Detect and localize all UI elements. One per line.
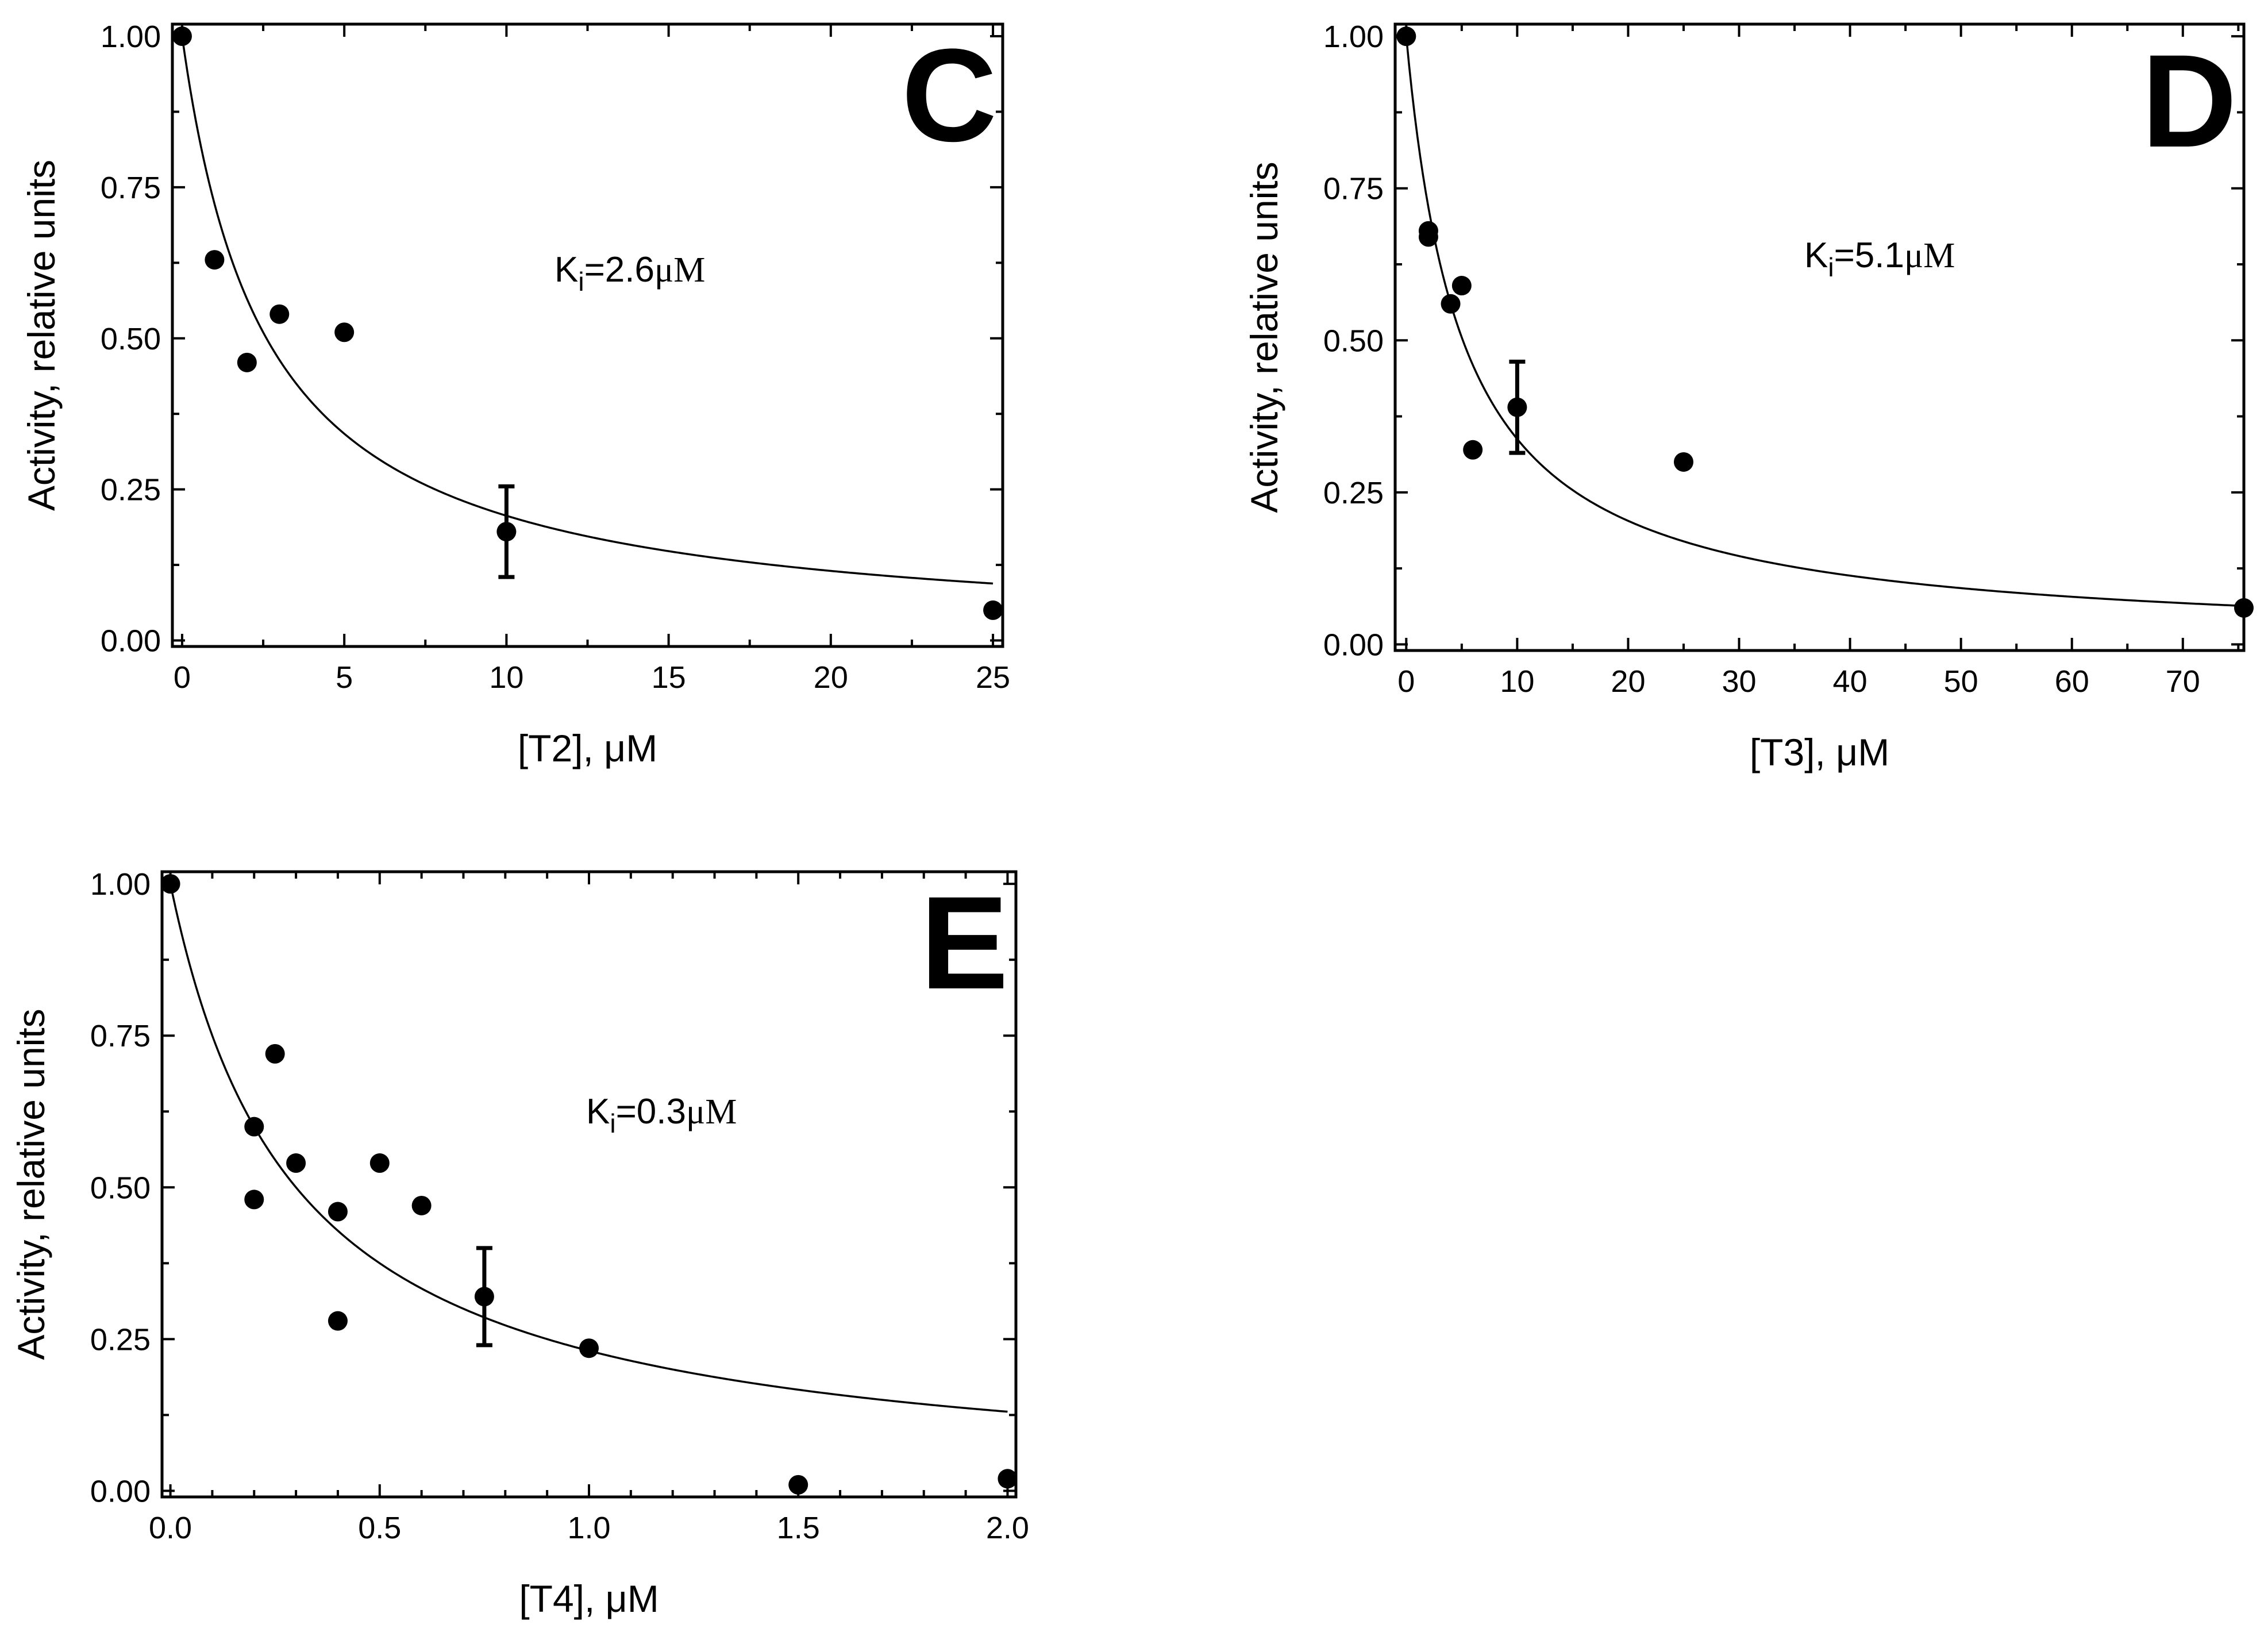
y-tick-label: 0.00 [101, 623, 161, 658]
y-tick-label: 1.00 [90, 867, 151, 902]
x-tick-label: 1.0 [567, 1511, 610, 1545]
data-point [1451, 276, 1472, 296]
y-tick-label: 0.25 [101, 473, 161, 507]
ki-annotation: Ki=5.1μM [1804, 236, 1955, 282]
data-point [369, 1153, 390, 1173]
y-axis-label: Activity, relative units [10, 1008, 52, 1360]
data-point [328, 1202, 348, 1222]
data-point [269, 304, 290, 324]
y-axis-label: Activity, relative units [1243, 161, 1285, 513]
data-point [237, 352, 257, 372]
plot-frame [171, 22, 1004, 648]
y-tick-label: 0.50 [1323, 324, 1384, 358]
x-axis-label: [T3], μM [1750, 731, 1889, 773]
ki-symbol: K [1804, 236, 1828, 275]
ki-value: =5.1 [1834, 236, 1904, 275]
data-point [1673, 452, 1693, 472]
chart-panel-d: 0 10 20 30 40 50 60 70 0.00 0.25 0.50 0.75 1.00 [T3],… [1243, 20, 2254, 773]
data-point [983, 600, 1003, 620]
x-tick-label: 10 [489, 660, 523, 695]
x-tick-label: 60 [2055, 664, 2089, 699]
chart-panel-c: 0 5 10 15 20 25 0.00 0.25 0.50 0.75 1.00 [T2], μM Ac… [20, 20, 1010, 769]
y-tick-label: 0.50 [101, 322, 161, 356]
x-tick-label: 30 [1722, 664, 1756, 699]
data-point [411, 1195, 432, 1215]
data-point [474, 1287, 494, 1307]
x-tick-label: 0 [1397, 664, 1415, 699]
x-axis-label: [T2], μM [518, 727, 657, 769]
ki-unit: μM [654, 251, 705, 290]
data-point [788, 1475, 808, 1495]
data-point [998, 1469, 1018, 1489]
data-point [1507, 397, 1527, 417]
y-axis-label: Activity, relative units [20, 160, 63, 511]
y-tick-label: 0.75 [90, 1019, 151, 1053]
y-tick-label: 0.75 [101, 171, 161, 205]
y-tick-label: 0.25 [90, 1322, 151, 1357]
ki-subscript: i [610, 1108, 615, 1138]
plot-frame [1393, 22, 2246, 652]
y-tick-label: 0.00 [1323, 628, 1384, 662]
x-tick-label: 2.0 [986, 1511, 1029, 1545]
y-tick-label: 0.00 [90, 1474, 151, 1508]
ki-subscript: i [578, 267, 584, 297]
data-point [496, 522, 517, 542]
x-tick-label: 0.0 [149, 1511, 192, 1545]
x-tick-label: 0.5 [358, 1511, 401, 1545]
x-tick-label: 50 [1944, 664, 1978, 699]
panel-letter: D [2142, 27, 2237, 175]
x-tick-label: 70 [2166, 664, 2200, 699]
data-point [265, 1044, 285, 1064]
plot-frame [160, 870, 1018, 1499]
data-point [286, 1153, 306, 1173]
data-point [1463, 440, 1483, 460]
x-tick-label: 40 [1833, 664, 1867, 699]
ki-subscript: i [1828, 252, 1834, 282]
x-tick-label: 20 [814, 660, 848, 695]
y-tick-label: 1.00 [1323, 20, 1384, 54]
panel-letter: E [921, 869, 1008, 1017]
x-axis-label: [T4], μM [519, 1577, 659, 1620]
fit-curve [181, 36, 994, 585]
ki-unit: μM [686, 1092, 737, 1131]
panel-letter: C [902, 21, 997, 169]
ki-unit: μM [1904, 236, 1955, 275]
data-point [1418, 227, 1438, 247]
chart-panel-e: 0.0 0.5 1.0 1.5 2.0 0.00 0.25 0.50 0.75 1.00 [T4],… [10, 867, 1029, 1620]
ki-value: =0.3 [616, 1092, 686, 1131]
fit-curve [1405, 36, 2244, 607]
ki-symbol: K [586, 1092, 610, 1131]
data-point [160, 874, 180, 894]
data-point [172, 26, 192, 47]
data-point [579, 1338, 599, 1358]
ki-symbol: K [555, 250, 578, 290]
x-tick-label: 10 [1500, 664, 1534, 699]
x-tick-label: 25 [976, 660, 1010, 695]
y-tick-label: 0.50 [90, 1171, 151, 1205]
x-tick-label: 0 [174, 660, 191, 695]
ki-value: =2.6 [584, 250, 654, 290]
x-tick-label: 1.5 [777, 1511, 820, 1545]
x-tick-label: 5 [336, 660, 353, 695]
data-point [205, 250, 225, 270]
y-tick-label: 1.00 [101, 20, 161, 54]
y-tick-label: 0.75 [1323, 172, 1384, 206]
data-point [334, 322, 355, 342]
data-point [2234, 598, 2254, 618]
ki-annotation: Ki=0.3μM [586, 1092, 737, 1138]
ki-annotation: Ki=2.6μM [555, 250, 705, 297]
x-tick-label: 15 [652, 660, 686, 695]
data-point [1396, 26, 1416, 47]
data-point [244, 1117, 264, 1137]
fit-curve [169, 883, 1008, 1413]
data-point [1441, 294, 1461, 314]
x-tick-label: 20 [1611, 664, 1645, 699]
data-point [328, 1311, 348, 1331]
data-point [244, 1190, 264, 1210]
y-tick-label: 0.25 [1323, 476, 1384, 510]
